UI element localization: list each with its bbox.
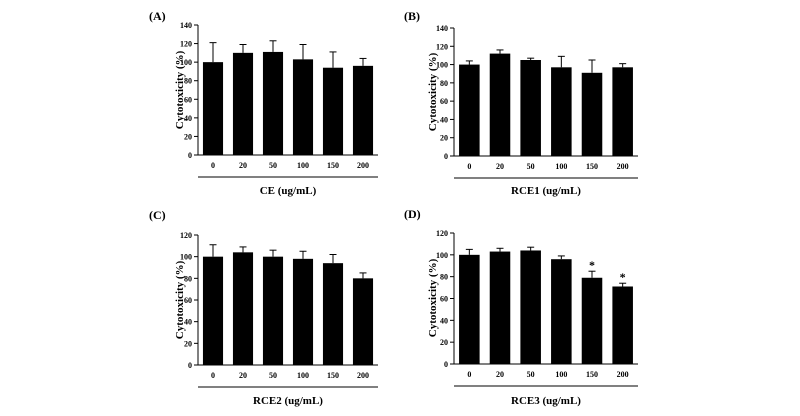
x-tick-label: 20 — [496, 162, 504, 171]
x-tick-label: 200 — [617, 370, 629, 379]
y-tick-label: 0 — [188, 361, 192, 370]
bar — [612, 286, 633, 364]
y-tick-label: 20 — [440, 338, 448, 347]
y-tick-label: 20 — [184, 339, 192, 348]
x-tick-label: 200 — [357, 371, 369, 380]
x-axis-label: RCE2 (ug/mL) — [253, 395, 323, 407]
x-axis-label: CE (ug/mL) — [260, 185, 317, 197]
x-tick-label: 0 — [467, 162, 471, 171]
y-tick-label: 20 — [440, 134, 448, 143]
bar — [581, 277, 603, 364]
x-tick-label: 200 — [617, 162, 629, 171]
y-tick-label: 20 — [184, 132, 192, 141]
x-tick-label: 0 — [211, 161, 215, 170]
panel-label: (D) — [404, 207, 421, 221]
y-tick-label: 0 — [188, 151, 192, 160]
y-tick-label: 100 — [180, 58, 192, 67]
y-tick-label: 100 — [180, 253, 192, 262]
bar — [202, 256, 224, 365]
bar — [551, 259, 572, 364]
x-tick-label: 100 — [555, 370, 567, 379]
significance-marker: * — [589, 258, 595, 272]
bar — [322, 263, 344, 365]
x-axis-label: RCE1 (ug/mL) — [511, 185, 581, 197]
x-tick-label: 50 — [527, 370, 535, 379]
y-tick-label: 0 — [444, 360, 448, 369]
bar — [292, 59, 314, 155]
x-tick-label: 20 — [239, 371, 247, 380]
x-tick-label: 200 — [357, 161, 369, 170]
bar — [459, 254, 480, 364]
x-tick-label: 0 — [211, 371, 215, 380]
bar — [489, 53, 511, 156]
x-tick-label: 150 — [327, 371, 339, 380]
bar — [262, 51, 284, 155]
y-tick-label: 60 — [440, 295, 448, 304]
y-tick-label: 120 — [180, 231, 192, 240]
y-tick-label: 60 — [184, 95, 192, 104]
y-tick-label: 80 — [440, 273, 448, 282]
y-tick-label: 40 — [184, 318, 192, 327]
bar — [352, 65, 374, 155]
y-tick-label: 120 — [180, 40, 192, 49]
y-axis-label: Cytotoxicity (%) — [174, 260, 186, 339]
panel-label: (B) — [404, 9, 420, 23]
x-tick-label: 100 — [555, 162, 567, 171]
chart-panel-b: (B) 0 20 40 60 80 100 120 140 0 20 50 100 150 200 RCE1 … — [404, 9, 638, 197]
y-tick-label: 40 — [440, 115, 448, 124]
x-tick-label: 100 — [297, 371, 309, 380]
bar — [292, 258, 314, 365]
bar — [489, 251, 511, 364]
bar — [202, 62, 224, 156]
chart-panel-d: (D) 0 20 40 60 80 100 120 0 20 50 100 * 150 * 200 RCE3 (… — [404, 207, 638, 407]
chart-panel-c: (C) 0 20 40 60 80 100 120 0 20 50 100 150 200 RCE2 (ug… — [149, 208, 378, 407]
x-tick-label: 150 — [586, 162, 598, 171]
panel-label: (A) — [149, 9, 166, 23]
x-axis-label: RCE3 (ug/mL) — [511, 395, 581, 407]
y-tick-label: 120 — [436, 229, 448, 238]
chart-panel-a: (A) 0 20 40 60 80 100 120 140 0 20 50 100 150 200 CE (u… — [149, 9, 378, 197]
y-tick-label: 100 — [436, 61, 448, 70]
significance-marker: * — [620, 270, 626, 284]
y-tick-label: 80 — [184, 77, 192, 86]
y-tick-label: 80 — [440, 79, 448, 88]
bar — [581, 72, 603, 156]
y-tick-label: 60 — [440, 97, 448, 106]
y-tick-label: 40 — [184, 114, 192, 123]
y-axis-label: Cytotoxicity (%) — [427, 52, 439, 131]
x-tick-label: 50 — [269, 161, 277, 170]
bar — [232, 252, 254, 365]
panel-label: (C) — [149, 208, 166, 222]
bar — [612, 67, 633, 156]
y-tick-label: 40 — [440, 316, 448, 325]
x-tick-label: 20 — [496, 370, 504, 379]
y-tick-label: 140 — [180, 21, 192, 30]
y-tick-label: 100 — [436, 251, 448, 260]
x-tick-label: 100 — [297, 161, 309, 170]
bar — [232, 52, 254, 155]
x-tick-label: 150 — [327, 161, 339, 170]
y-tick-label: 80 — [184, 274, 192, 283]
y-axis-label: Cytotoxicity (%) — [427, 258, 439, 337]
bar — [459, 64, 480, 156]
y-axis-label: Cytotoxicity (%) — [174, 50, 186, 129]
x-tick-label: 20 — [239, 161, 247, 170]
bar — [352, 278, 374, 365]
bar — [322, 67, 344, 155]
x-tick-label: 50 — [527, 162, 535, 171]
x-tick-label: 150 — [586, 370, 598, 379]
x-tick-label: 50 — [269, 371, 277, 380]
y-tick-label: 120 — [436, 42, 448, 51]
y-tick-label: 0 — [444, 152, 448, 161]
bar — [262, 256, 284, 365]
bar — [520, 250, 541, 364]
bar — [551, 67, 572, 156]
x-tick-label: 0 — [467, 370, 471, 379]
y-tick-label: 60 — [184, 296, 192, 305]
y-tick-label: 140 — [436, 24, 448, 33]
bar — [520, 60, 541, 156]
